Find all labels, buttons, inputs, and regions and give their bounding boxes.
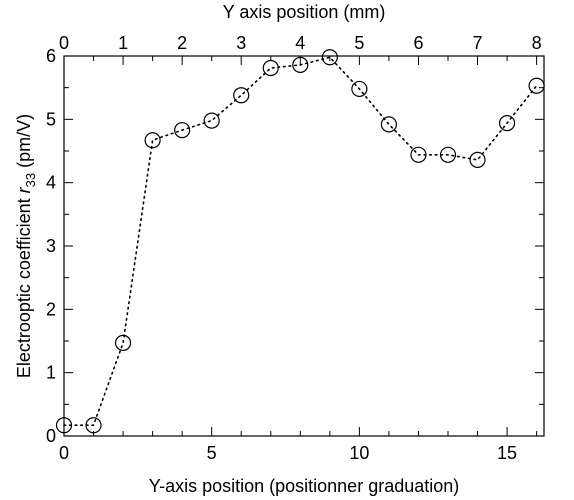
x2-tick-label: 7	[473, 33, 483, 53]
data-point	[144, 132, 161, 149]
x2-tick-label: 0	[59, 33, 69, 53]
data-point	[174, 122, 191, 139]
x-tick-label: 5	[207, 443, 217, 463]
data-point	[351, 80, 368, 98]
data-point	[469, 151, 486, 168]
data-point	[321, 49, 338, 66]
data-point	[528, 77, 545, 94]
y-axis-label-units: (pm/V)	[14, 114, 34, 173]
y-tick-label: 0	[46, 426, 56, 446]
data-point	[233, 87, 250, 104]
x2-tick-label: 3	[236, 33, 246, 53]
x2-axis-label: Y axis position (mm)	[223, 2, 386, 22]
data-point	[85, 417, 102, 434]
x-tick-label: 10	[349, 443, 369, 463]
x2-tick-label: 8	[532, 33, 542, 53]
x-tick-label: 15	[497, 443, 517, 463]
data-point	[114, 334, 132, 351]
x2-tick-label: 5	[354, 33, 364, 53]
x-tick-label: 0	[59, 443, 69, 463]
y-tick-label: 3	[46, 236, 56, 256]
x-axis-label: Y-axis position (positionner graduation)	[149, 476, 460, 496]
data-point	[262, 59, 279, 77]
y-axis-label-subscript: 33	[23, 173, 38, 187]
tick-labels: 0 5 10 15 0 1 2 3 4 5 6 7 8 0 1 2 3 4 5 6	[46, 33, 542, 463]
x2-tick-label: 2	[177, 33, 187, 53]
y-axis-label-text: Electrooptic coefficient	[14, 193, 34, 378]
plot-frame	[63, 55, 545, 437]
y-tick-label: 5	[46, 109, 56, 129]
axis-ticks	[63, 55, 544, 437]
x2-tick-label: 6	[413, 33, 423, 53]
y-axis-label-symbol: r	[14, 186, 34, 193]
data-point	[380, 116, 398, 133]
data-markers	[55, 49, 545, 434]
y-tick-label: 1	[46, 363, 56, 383]
series-line	[63, 56, 538, 426]
y-tick-label: 6	[46, 46, 56, 66]
data-point	[498, 115, 516, 132]
y-tick-label: 2	[46, 299, 56, 319]
x2-tick-label: 4	[295, 33, 305, 53]
x2-tick-label: 1	[118, 33, 128, 53]
y-axis-label: Electrooptic coefficient r33 (pm/V)	[14, 114, 38, 378]
y-tick-label: 4	[46, 173, 56, 193]
data-point	[55, 417, 73, 434]
data-point	[292, 56, 309, 73]
data-point	[203, 112, 220, 129]
data-point	[410, 146, 427, 163]
data-point	[439, 146, 457, 163]
